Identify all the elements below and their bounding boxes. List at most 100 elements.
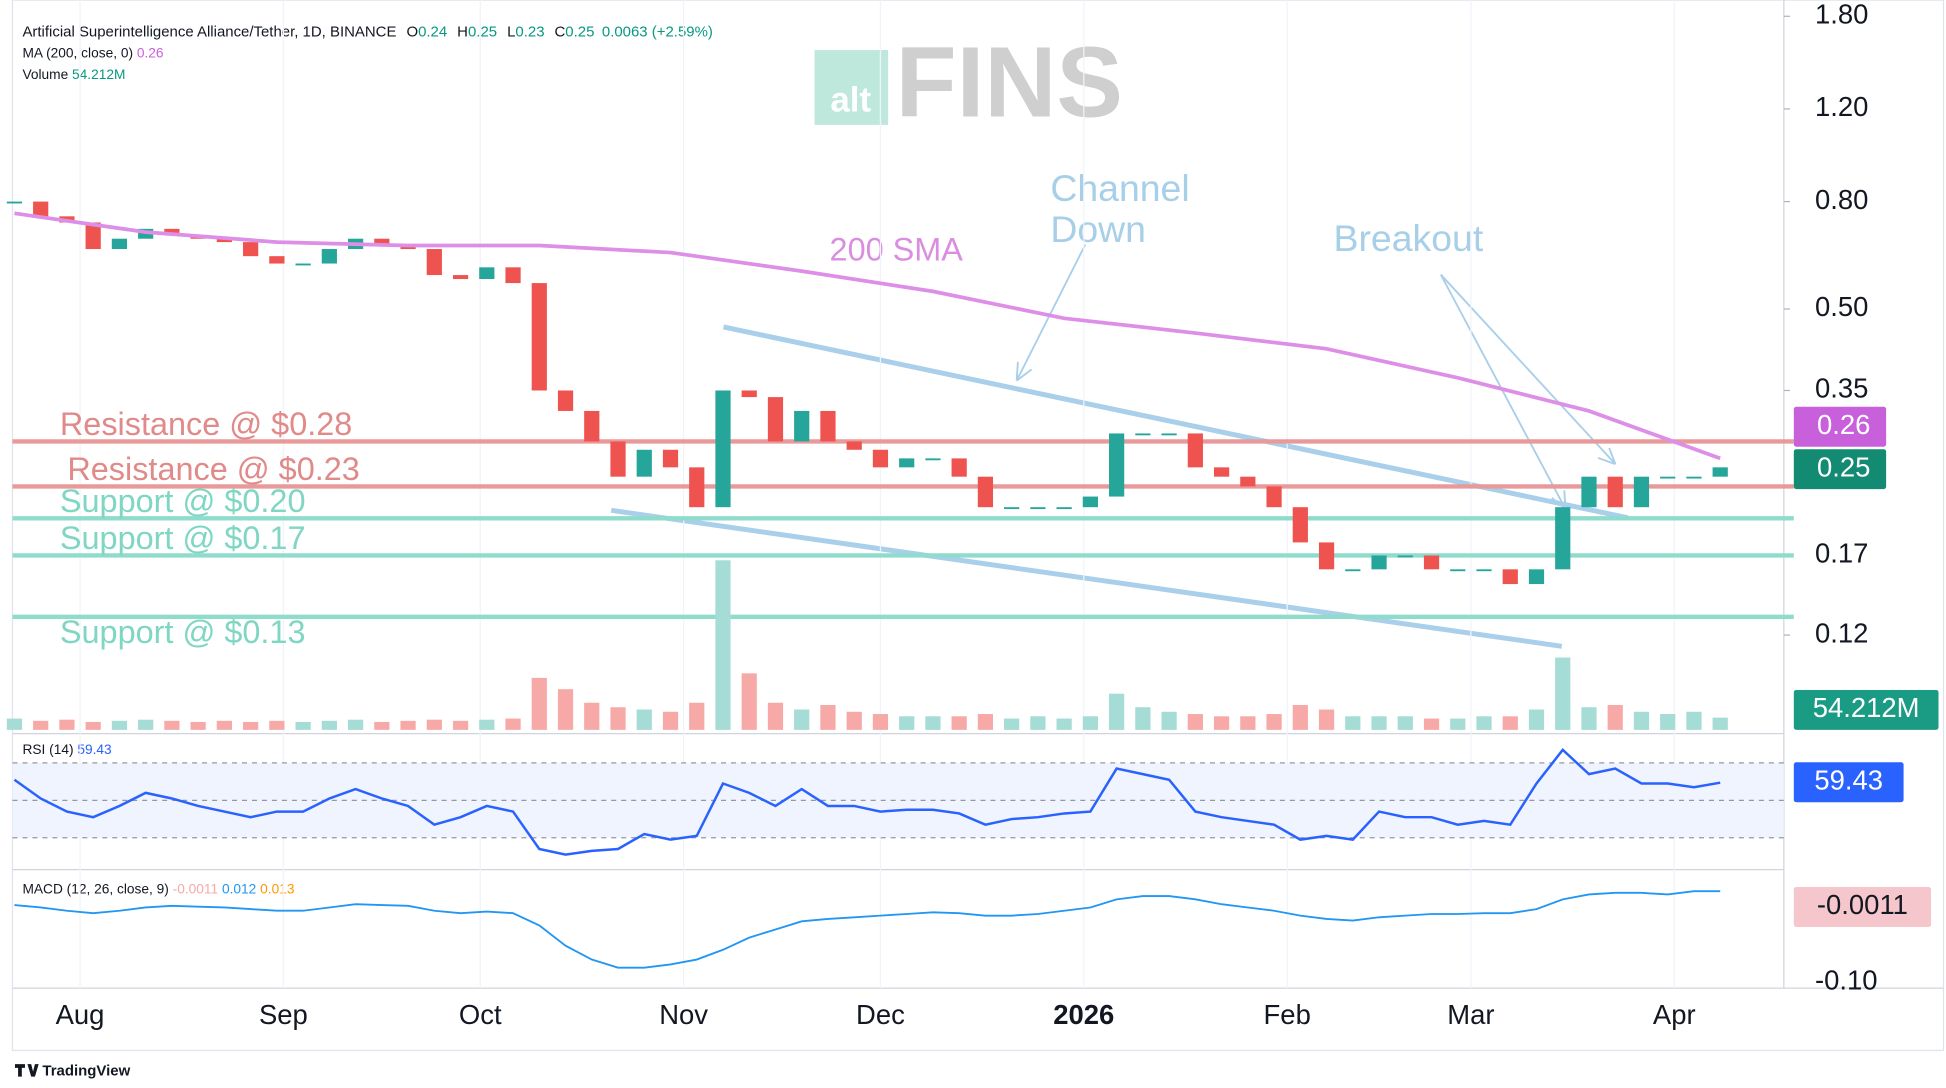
candle [164,228,180,236]
legend-key: L [507,24,515,41]
candle [925,458,941,461]
candle [1371,555,1387,570]
annotation: 200 SMA [830,232,964,268]
volume-bar [321,720,337,730]
legend-symbol: Artificial Superintelligence Alliance/Te… [22,24,396,41]
candle [243,242,259,257]
volume-bar [426,719,442,730]
candle [872,449,889,468]
candle [1345,569,1361,572]
x-tick-label: Aug [56,999,105,1030]
volume-bar [1528,709,1545,730]
candle [767,397,784,442]
candle [977,476,994,508]
volume-bar [951,716,967,730]
annotation: Breakout [1334,217,1484,259]
candle [741,390,757,398]
rsi-band [12,762,1784,838]
volume-bar [505,718,521,730]
volume-bar [400,720,416,730]
volume-bar [269,720,285,730]
volume-bar [1502,716,1518,730]
legend-macd: MACD (12, 26, close, 9) -0.0011 0.012 0.… [22,881,294,896]
price-tag [1793,406,1887,447]
candle [1397,555,1413,558]
candle [951,458,967,477]
price-tag [1793,449,1887,490]
channel-arrow [1015,244,1087,382]
y-tick-label: 1.20 [1815,91,1868,122]
candle [1555,507,1571,570]
x-tick-label: Sep [259,999,308,1030]
volume-bar [1056,718,1072,730]
volume-bar [1292,704,1308,730]
candle [1240,476,1256,487]
legend-value: 0.012 [222,881,256,896]
legend-value: 0.013 [260,881,295,896]
candle [111,238,128,250]
volume-bar [1318,709,1335,730]
legend-value: 0.25 [565,24,594,41]
volume-bar [1213,716,1230,730]
volume-bar [531,677,547,730]
volume-bar [1109,693,1125,730]
volume-bar [347,719,364,730]
volume-bar [1135,707,1151,730]
legend-key: C [554,24,565,41]
volume-bar [479,719,495,730]
watermark-alt: alt [830,81,871,120]
price-tag-label: 0.26 [1817,409,1870,440]
candle [662,449,679,468]
candle [1187,433,1203,468]
candle [715,390,731,508]
candle [1318,542,1335,570]
candle [846,441,862,450]
annotation: Down [1050,208,1146,250]
x-tick-label: Oct [459,999,502,1030]
legend-value: 0.26 [137,45,164,60]
volume-bar [1581,707,1597,730]
candle [6,201,23,204]
macd-tag-label: -0.0011 [1817,889,1908,920]
volume-bar [662,711,679,730]
legend-key: O [406,24,418,41]
volume-bar [6,718,23,730]
candle [557,390,574,411]
volume-bar [977,714,994,730]
candle [1266,486,1282,508]
volume-bar [190,721,206,730]
brand-logo [14,1064,39,1077]
volume-bar [610,707,626,730]
y-tick-label: 0.80 [1815,184,1868,215]
volume-bar [1397,716,1413,730]
legend-value: 54.212M [72,67,125,82]
legend-label: RSI (14) [22,741,73,756]
volume-bar [689,702,705,730]
y-tick-label: 1.80 [1815,0,1868,30]
volume-bar [741,673,757,730]
volume-bar [452,720,469,730]
volume-bar [216,720,232,730]
volume-bar [1633,711,1650,730]
watermark: alt FINS [814,27,1123,138]
candle [426,249,442,276]
legend-value: -0.0011 [173,881,219,896]
volume-bar [33,720,49,730]
candle [1213,467,1230,477]
level-label: Support @ $0.13 [60,614,306,650]
volume-bar [59,719,75,730]
candle [295,263,311,266]
candle [531,283,547,391]
ma-line [14,211,1721,461]
volume-bar [1686,711,1702,730]
x-tick-label: Feb [1264,999,1311,1030]
volume-bar [243,721,259,730]
breakout-arrow [1439,273,1617,510]
volume-bar [1371,716,1387,730]
volume-bar [1712,717,1728,730]
candle [1030,507,1046,510]
candle [216,238,232,243]
volume-bar [1240,716,1256,730]
volume-bar [846,711,862,730]
candle [1607,476,1623,508]
